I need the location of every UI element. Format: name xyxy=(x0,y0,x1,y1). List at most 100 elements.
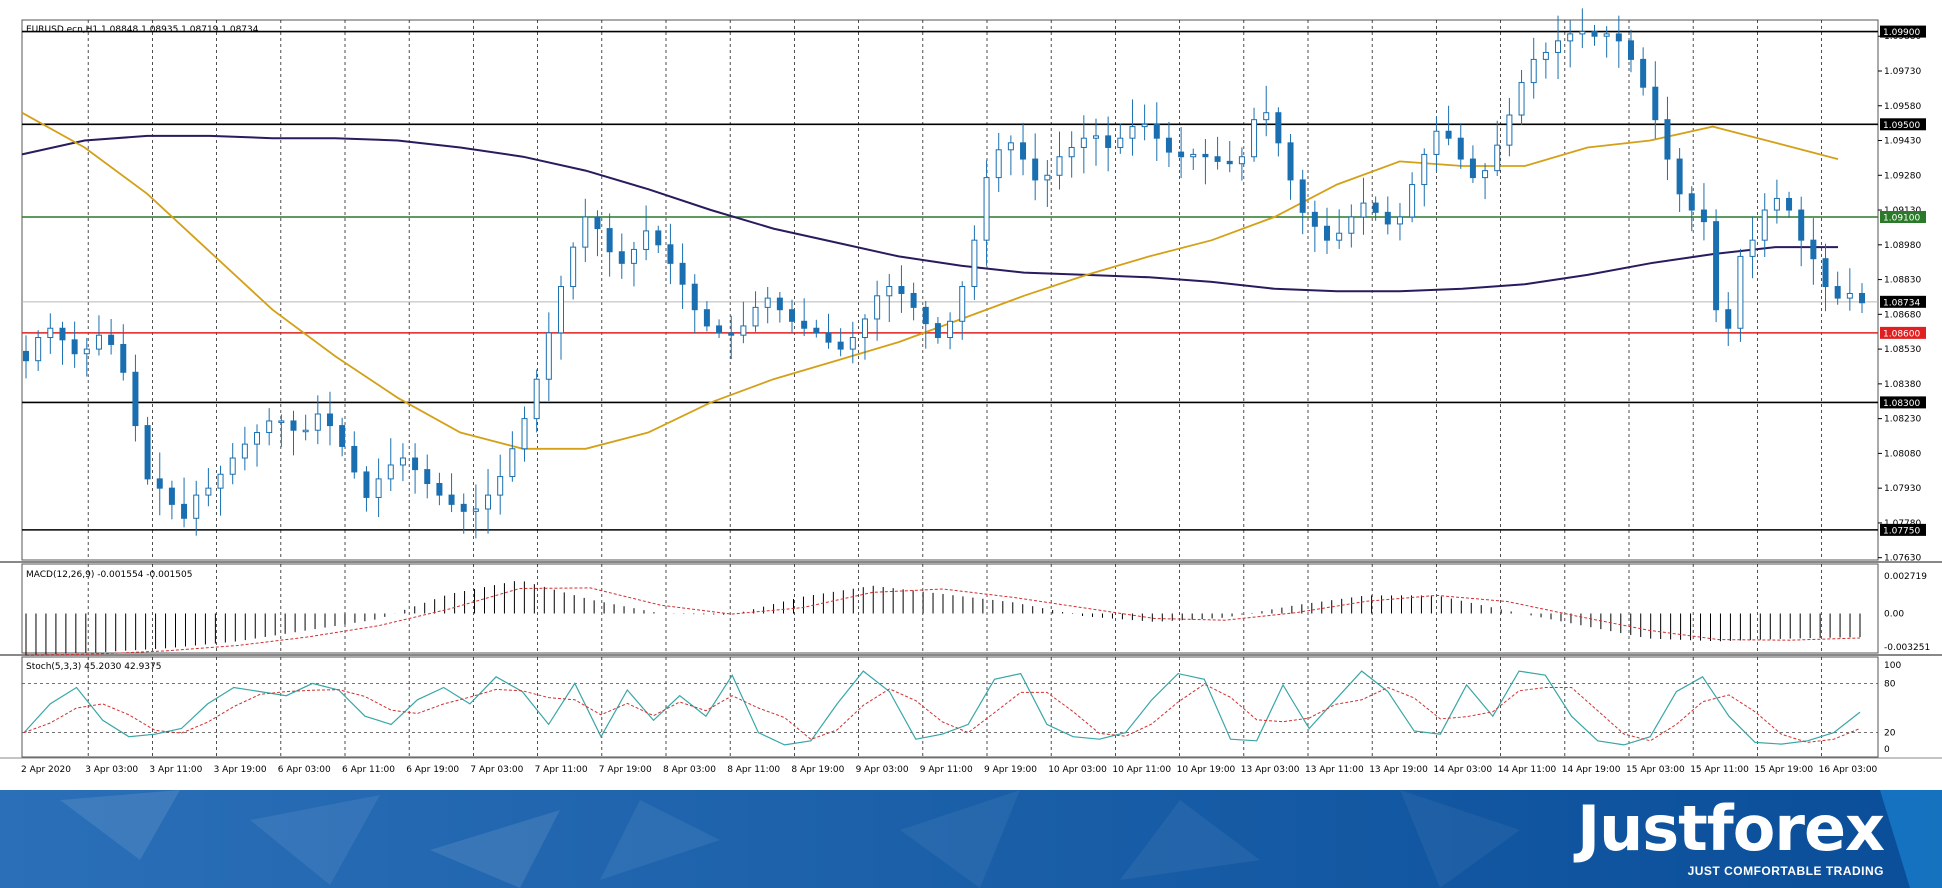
candle-body xyxy=(679,262,686,285)
candle-body xyxy=(934,323,941,339)
macd-tick-label: -0.003251 xyxy=(1884,643,1930,653)
candle-body xyxy=(801,320,808,329)
time-tick-label: 8 Apr 19:00 xyxy=(791,765,844,775)
candle-body xyxy=(910,292,917,308)
candle-body xyxy=(278,420,285,423)
time-tick-label: 9 Apr 03:00 xyxy=(856,765,909,775)
candle-body xyxy=(655,230,662,246)
candle-body xyxy=(1092,135,1099,139)
candle-body xyxy=(1749,239,1756,257)
candle-body xyxy=(1263,112,1270,121)
candle-body xyxy=(412,457,419,471)
candle-body xyxy=(460,503,467,512)
candle-body xyxy=(314,413,321,431)
price-tick-label: 1.08530 xyxy=(1884,345,1921,355)
time-tick-label: 7 Apr 03:00 xyxy=(470,765,523,775)
price-level-tag xyxy=(1880,523,1926,536)
time-tick-label: 16 Apr 03:00 xyxy=(1819,765,1878,775)
macd-tick-label: 0.002719 xyxy=(1884,572,1927,582)
time-tick-label: 10 Apr 11:00 xyxy=(1112,765,1171,775)
candle-body xyxy=(387,464,394,480)
candle-body xyxy=(886,286,893,297)
candle-body xyxy=(448,494,455,505)
time-tick-label: 9 Apr 19:00 xyxy=(984,765,1037,775)
candle-body xyxy=(947,320,954,339)
price-level-label: 1.09500 xyxy=(1883,121,1920,131)
brand-logo: Justforex JUST COMFORTABLE TRADING xyxy=(1577,792,1885,879)
candle-body xyxy=(485,494,492,510)
candle-body xyxy=(1530,58,1537,84)
candle-body xyxy=(1713,221,1720,311)
candle-body xyxy=(1372,202,1379,213)
candle-body xyxy=(1068,146,1075,158)
ma-fast-line xyxy=(21,111,1839,450)
time-tick-label: 10 Apr 03:00 xyxy=(1048,765,1107,775)
candle-body xyxy=(983,177,990,241)
candle-body xyxy=(71,339,78,355)
price-panel xyxy=(21,19,1879,561)
time-tick-label: 14 Apr 19:00 xyxy=(1562,765,1621,775)
candle-body xyxy=(922,306,929,325)
price-tick-label: 1.08380 xyxy=(1884,380,1921,390)
candle-body xyxy=(1202,153,1209,158)
price-level-label: 1.08734 xyxy=(1883,298,1920,308)
time-tick-label: 13 Apr 19:00 xyxy=(1369,765,1428,775)
candle-body xyxy=(241,443,248,459)
time-tick-label: 14 Apr 11:00 xyxy=(1498,765,1557,775)
candle-body xyxy=(1226,160,1233,165)
candle-body xyxy=(1700,209,1707,223)
candle-body xyxy=(23,350,29,362)
candle-body xyxy=(1178,151,1185,158)
candle-body xyxy=(1615,33,1622,42)
candle-body xyxy=(1238,156,1245,165)
candle-body xyxy=(1311,211,1318,227)
brand-name: Justforex xyxy=(1577,792,1885,865)
price-level-label: 1.07750 xyxy=(1883,526,1920,536)
candle-body xyxy=(1737,255,1744,329)
candle-body xyxy=(1494,144,1501,172)
stoch-panel xyxy=(21,656,1879,758)
time-tick-label: 6 Apr 19:00 xyxy=(406,765,459,775)
price-tick-label: 1.09580 xyxy=(1884,102,1921,112)
candle-body xyxy=(132,371,139,427)
candle-body xyxy=(898,286,905,294)
candle-body xyxy=(1591,31,1598,37)
candle-body xyxy=(1445,130,1452,139)
candle-body xyxy=(1567,33,1574,42)
candle-body xyxy=(1105,135,1112,148)
symbol-info-label: EURUSD.ecn,H1 1.08848 1.08935 1.08719 1.… xyxy=(26,25,259,35)
candle-body xyxy=(302,429,309,433)
candle-body xyxy=(1725,309,1732,329)
price-tick-label: 1.08680 xyxy=(1884,310,1921,320)
time-tick-label: 3 Apr 19:00 xyxy=(214,765,267,775)
candle-body xyxy=(1020,142,1027,160)
candle-body xyxy=(837,341,844,350)
candle-body xyxy=(1433,130,1440,155)
stoch-signal-line xyxy=(23,683,1861,743)
candle-body xyxy=(1384,211,1391,225)
candle-body xyxy=(1141,123,1148,128)
ma-slow-line xyxy=(21,134,1838,293)
candle-body xyxy=(120,343,127,373)
time-tick-label: 10 Apr 19:00 xyxy=(1177,765,1236,775)
candle-body xyxy=(1396,216,1403,225)
candle-body xyxy=(1117,137,1124,148)
price-level-tag xyxy=(1880,295,1926,308)
candle-body xyxy=(1627,40,1634,60)
candle-body xyxy=(861,318,868,339)
brand-tagline: JUST COMFORTABLE TRADING xyxy=(1687,864,1884,878)
candle-body xyxy=(436,483,443,496)
candle-body xyxy=(1542,51,1549,60)
candle-body xyxy=(424,469,431,485)
price-tick-label: 1.08980 xyxy=(1884,241,1921,251)
price-tick-label: 1.09430 xyxy=(1884,137,1921,147)
stoch-label: Stoch(5,3,3) 45.2030 42.9375 xyxy=(26,662,161,672)
candle-body xyxy=(1786,197,1793,211)
price-level-tag xyxy=(1880,396,1926,409)
candle-body xyxy=(472,508,479,512)
candle-body xyxy=(351,445,358,473)
candle-body xyxy=(266,420,273,434)
candle-body xyxy=(1032,158,1039,181)
candle-body xyxy=(825,332,832,343)
time-tick-label: 13 Apr 11:00 xyxy=(1305,765,1364,775)
